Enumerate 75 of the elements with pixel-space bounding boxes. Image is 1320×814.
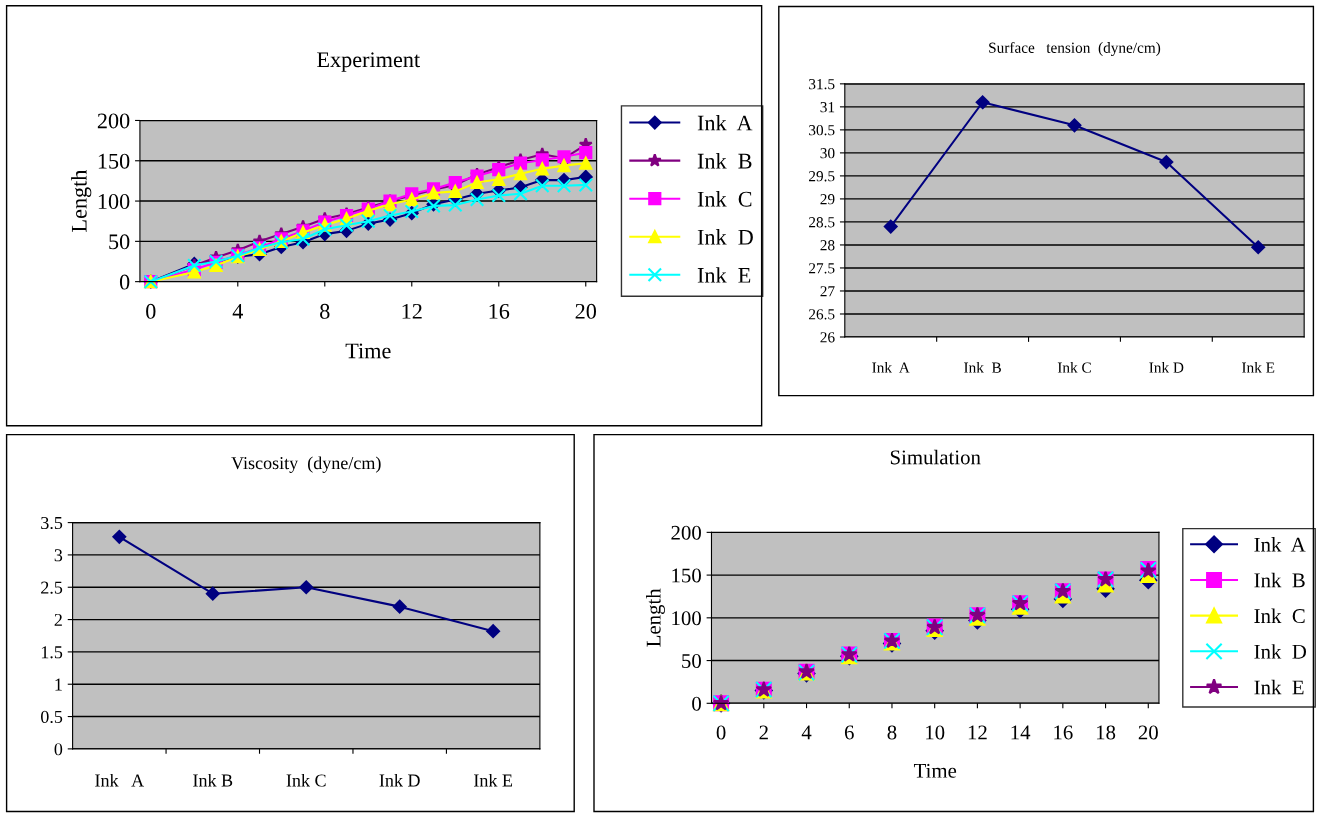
y-tick-label: 150	[98, 153, 130, 169]
y-tick-label: 28.5	[809, 217, 835, 228]
y-tick-label: 3	[54, 549, 63, 562]
y-tick-label: 30	[820, 148, 835, 159]
x-tick-label: 0	[146, 303, 156, 319]
x-tick-label: Ink C	[286, 773, 326, 787]
x-tick-label: 8	[887, 725, 897, 740]
x-tick-label: Ink C	[1057, 362, 1091, 373]
x-tick-label: 16	[489, 303, 510, 319]
x-tick-label: Ink E	[474, 773, 513, 787]
y-tick-label: 26	[820, 332, 835, 343]
y-tick-label: 27.5	[809, 263, 835, 274]
x-tick-label: Ink D	[379, 773, 420, 787]
x-tick-label: Ink D	[1149, 362, 1184, 373]
y-tick-label: 0	[692, 696, 701, 711]
y-tick-label: 30.5	[809, 125, 835, 136]
y-tick-label: 50	[109, 234, 130, 250]
chart-title: Simulation	[890, 449, 981, 465]
y-tick-label: 29.5	[809, 171, 835, 182]
chart-title: Experiment	[317, 52, 420, 72]
x-axis-title: Time	[345, 343, 391, 359]
y-tick-label: 0.5	[41, 710, 63, 724]
y-tick-label: 200	[671, 525, 701, 540]
legend-label: Ink B	[697, 152, 752, 169]
x-tick-label: 18	[1096, 725, 1116, 740]
x-tick-label: 6	[844, 725, 854, 740]
y-tick-label: 3.5	[41, 516, 63, 530]
legend-label: Ink D	[1254, 644, 1307, 659]
x-tick-label: 20	[1138, 725, 1158, 740]
x-axis-title: Time	[913, 763, 957, 778]
legend-label: Ink B	[1254, 572, 1305, 588]
y-tick-label: 100	[98, 193, 130, 209]
y-tick-label: 27	[820, 286, 835, 297]
chart-title: Viscosity (dyne/cm)	[231, 456, 381, 473]
y-tick-label: 26.5	[809, 309, 835, 320]
y-tick-label: 150	[672, 568, 701, 583]
x-tick-label: 0	[716, 725, 726, 740]
y-tick-label: 0	[119, 274, 130, 290]
legend-label: Ink A	[697, 114, 753, 131]
legend-label: Ink C	[1254, 608, 1305, 624]
y-tick-label: 50	[682, 653, 701, 668]
x-tick-label: 12	[402, 303, 422, 319]
x-tick-label: 16	[1054, 725, 1073, 740]
x-tick-label: Ink E	[1242, 362, 1275, 373]
x-tick-label: Ink A	[872, 362, 910, 373]
y-tick-label: 2.5	[41, 581, 63, 594]
y-tick-label: 100	[672, 611, 701, 626]
x-tick-label: 2	[759, 725, 768, 740]
x-tick-label: 12	[968, 725, 987, 740]
y-tick-label: 31.5	[809, 79, 835, 90]
y-tick-label: 0	[54, 743, 63, 756]
x-tick-label: 10	[926, 725, 945, 740]
legend-label: Ink D	[697, 229, 753, 245]
y-tick-label: 31	[820, 102, 835, 113]
x-tick-label: 4	[232, 303, 243, 319]
legend-label: Ink E	[1254, 679, 1304, 695]
y-tick-label: 200	[97, 113, 130, 129]
chart-title: Surface tension (dyne/cm)	[989, 41, 1161, 57]
x-tick-label: 20	[575, 303, 597, 319]
x-tick-label: Ink A	[95, 773, 145, 787]
y-tick-label: 1.5	[41, 646, 63, 659]
legend-label: Ink C	[697, 191, 752, 207]
x-tick-label: 4	[801, 725, 812, 740]
y-tick-label: 28	[820, 240, 835, 251]
legend-label: Ink A	[1254, 537, 1306, 552]
y-axis-title: Length	[646, 588, 665, 647]
y-tick-label: 1	[55, 678, 62, 691]
x-tick-label: 8	[320, 303, 330, 319]
x-tick-label: Ink B	[193, 773, 233, 787]
y-tick-label: 29	[820, 194, 835, 205]
x-tick-label: Ink B	[964, 362, 1001, 373]
y-tick-label: 2	[54, 613, 62, 626]
x-tick-label: 14	[1011, 725, 1031, 740]
y-axis-title: Length	[71, 169, 92, 232]
legend-label: Ink E	[697, 267, 751, 283]
